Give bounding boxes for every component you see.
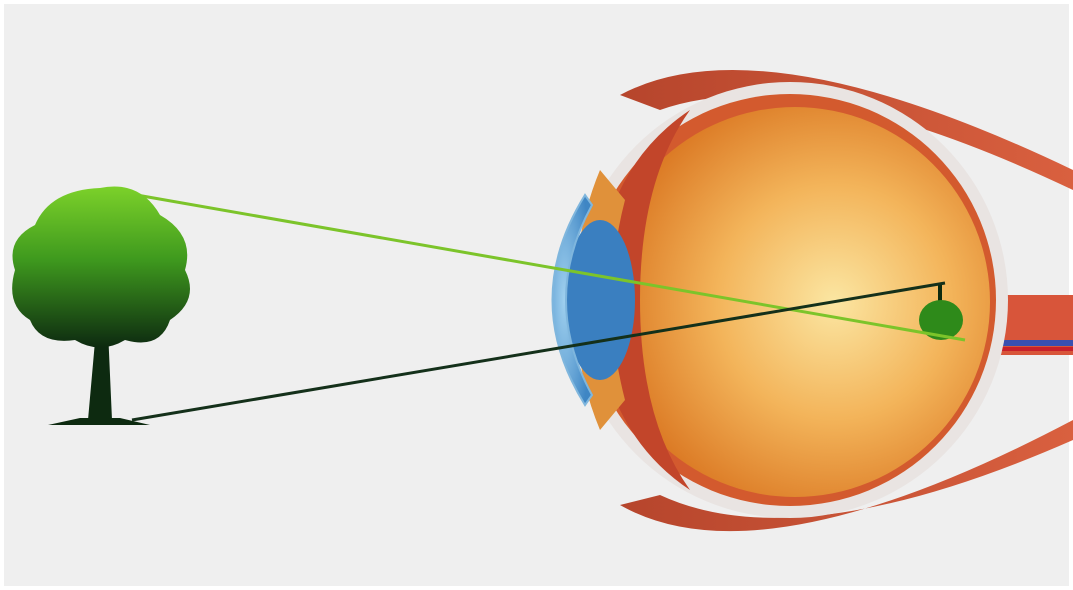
tree-crown [12, 186, 191, 348]
retinal-image [919, 284, 963, 340]
tree [12, 186, 191, 425]
artery [990, 347, 1073, 351]
vitreous [600, 107, 990, 497]
image-crown [919, 300, 963, 340]
ray-bottom [131, 281, 946, 422]
lower-muscle [620, 420, 1073, 532]
cornea [551, 193, 594, 407]
vein [990, 340, 1073, 346]
tree-base [48, 418, 150, 425]
ray-top [107, 188, 966, 342]
image-trunk [938, 284, 942, 304]
lens [565, 220, 635, 380]
